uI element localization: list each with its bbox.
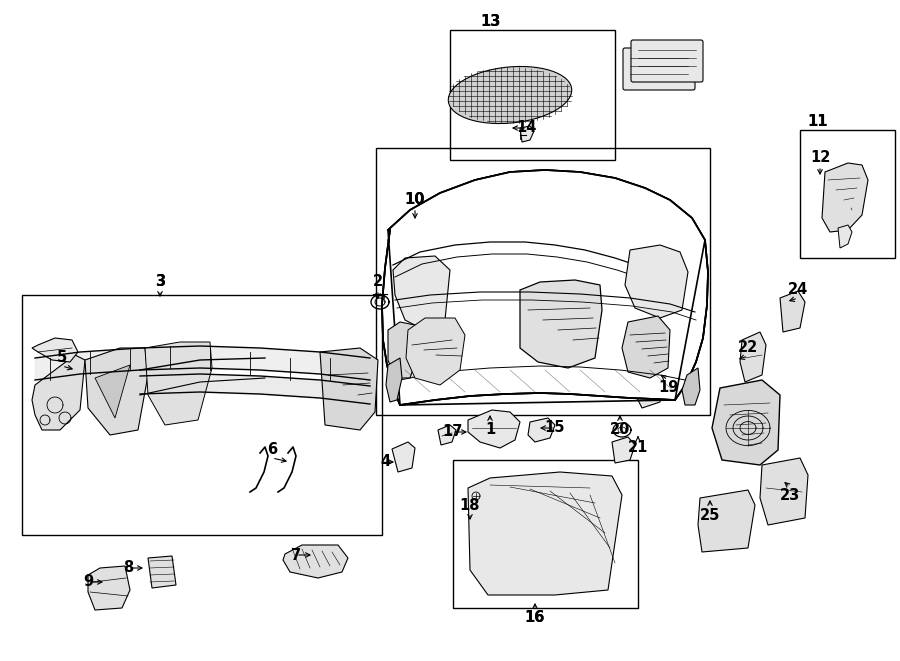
Text: 3: 3 <box>155 274 165 290</box>
Bar <box>376 148 710 415</box>
Polygon shape <box>760 458 808 525</box>
Polygon shape <box>32 355 85 430</box>
Text: 8: 8 <box>123 561 133 576</box>
Polygon shape <box>520 126 534 142</box>
Polygon shape <box>822 163 868 232</box>
Text: 18: 18 <box>460 498 481 512</box>
Polygon shape <box>682 368 700 405</box>
Polygon shape <box>382 170 708 405</box>
FancyBboxPatch shape <box>631 40 703 82</box>
Polygon shape <box>520 280 602 368</box>
Polygon shape <box>145 342 212 425</box>
Text: 22: 22 <box>738 340 758 356</box>
Text: 19: 19 <box>658 381 679 395</box>
Text: 17: 17 <box>442 424 463 440</box>
Text: 23: 23 <box>780 488 800 502</box>
Text: 7: 7 <box>291 547 302 563</box>
Polygon shape <box>528 418 555 442</box>
Polygon shape <box>32 338 78 362</box>
Text: 3: 3 <box>155 274 165 290</box>
Text: 21: 21 <box>628 440 648 455</box>
Text: 4: 4 <box>380 455 390 469</box>
Polygon shape <box>780 291 805 332</box>
Polygon shape <box>283 545 348 578</box>
Bar <box>453 460 638 608</box>
Polygon shape <box>698 490 755 552</box>
Text: 13: 13 <box>480 15 500 30</box>
Text: 24: 24 <box>788 282 808 297</box>
Polygon shape <box>838 225 852 248</box>
Text: 2: 2 <box>373 274 383 290</box>
Polygon shape <box>622 316 670 378</box>
Polygon shape <box>85 348 148 435</box>
Text: 13: 13 <box>480 15 500 30</box>
Text: 5: 5 <box>57 350 68 366</box>
Text: 25: 25 <box>700 508 720 522</box>
Bar <box>450 30 615 160</box>
Text: 10: 10 <box>405 192 425 208</box>
Polygon shape <box>88 566 130 610</box>
Text: 9: 9 <box>83 574 93 590</box>
Text: 12: 12 <box>810 151 830 165</box>
Text: 11: 11 <box>808 114 828 130</box>
Polygon shape <box>636 372 663 408</box>
Polygon shape <box>406 318 465 385</box>
Text: 11: 11 <box>808 114 828 130</box>
Text: 14: 14 <box>517 120 537 136</box>
Polygon shape <box>320 348 378 430</box>
Polygon shape <box>393 256 450 332</box>
Text: 20: 20 <box>610 422 630 438</box>
Polygon shape <box>740 332 766 382</box>
Polygon shape <box>95 365 130 418</box>
Polygon shape <box>392 442 415 472</box>
Text: 6: 6 <box>267 442 277 457</box>
Polygon shape <box>148 556 176 588</box>
Text: 16: 16 <box>525 611 545 625</box>
Polygon shape <box>448 67 572 124</box>
Polygon shape <box>712 380 780 465</box>
Bar <box>22 295 382 535</box>
Text: 1: 1 <box>485 422 495 438</box>
Polygon shape <box>438 425 456 445</box>
Text: 10: 10 <box>405 192 425 208</box>
Polygon shape <box>612 437 635 463</box>
FancyBboxPatch shape <box>623 48 695 90</box>
Polygon shape <box>468 472 622 595</box>
Polygon shape <box>468 410 520 448</box>
Text: 15: 15 <box>544 420 565 436</box>
Polygon shape <box>388 322 418 378</box>
Bar <box>800 130 895 258</box>
Polygon shape <box>625 245 688 318</box>
Polygon shape <box>386 358 402 402</box>
Text: 16: 16 <box>525 611 545 625</box>
